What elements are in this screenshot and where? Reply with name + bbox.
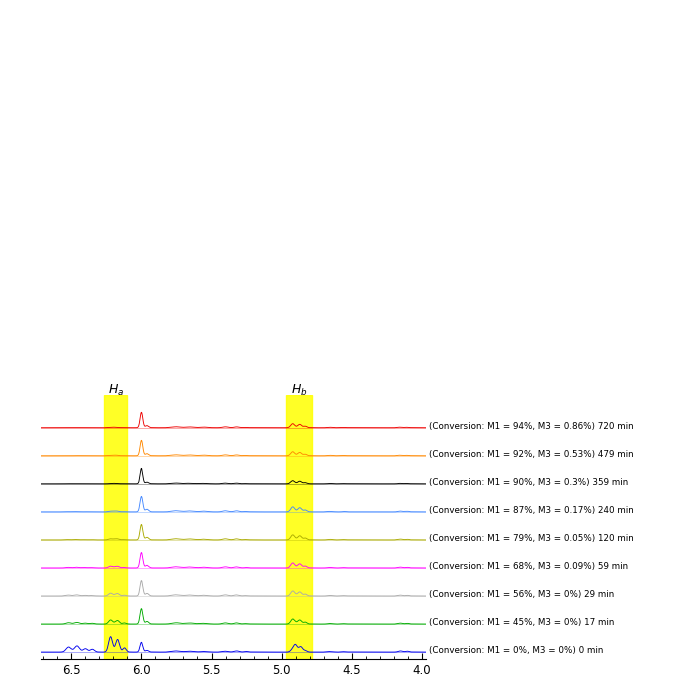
Bar (286, 395, 312, 659)
Text: (Conversion: M1 = 68%, M3 = 0.09%) 59 min: (Conversion: M1 = 68%, M3 = 0.09%) 59 mi… (429, 562, 629, 571)
Text: (Conversion: M1 = 90%, M3 = 0.3%) 359 min: (Conversion: M1 = 90%, M3 = 0.3%) 359 mi… (429, 478, 629, 487)
Text: (Conversion: M1 = 56%, M3 = 0%) 29 min: (Conversion: M1 = 56%, M3 = 0%) 29 min (429, 590, 614, 599)
Text: H$_\mathregular{a}$: H$_\mathregular{a}$ (108, 383, 124, 398)
Text: (Conversion: M1 = 0%, M3 = 0%) 0 min: (Conversion: M1 = 0%, M3 = 0%) 0 min (429, 646, 604, 655)
Text: H$_\mathregular{b}$: H$_\mathregular{b}$ (291, 383, 308, 398)
Text: (Conversion: M1 = 94%, M3 = 0.86%) 720 min: (Conversion: M1 = 94%, M3 = 0.86%) 720 m… (429, 422, 634, 431)
Text: (Conversion: M1 = 79%, M3 = 0.05%) 120 min: (Conversion: M1 = 79%, M3 = 0.05%) 120 m… (429, 534, 634, 543)
Bar (103, 395, 128, 659)
Text: (Conversion: M1 = 45%, M3 = 0%) 17 min: (Conversion: M1 = 45%, M3 = 0%) 17 min (429, 618, 614, 627)
Text: (Conversion: M1 = 87%, M3 = 0.17%) 240 min: (Conversion: M1 = 87%, M3 = 0.17%) 240 m… (429, 506, 634, 515)
Text: (Conversion: M1 = 92%, M3 = 0.53%) 479 min: (Conversion: M1 = 92%, M3 = 0.53%) 479 m… (429, 450, 634, 459)
